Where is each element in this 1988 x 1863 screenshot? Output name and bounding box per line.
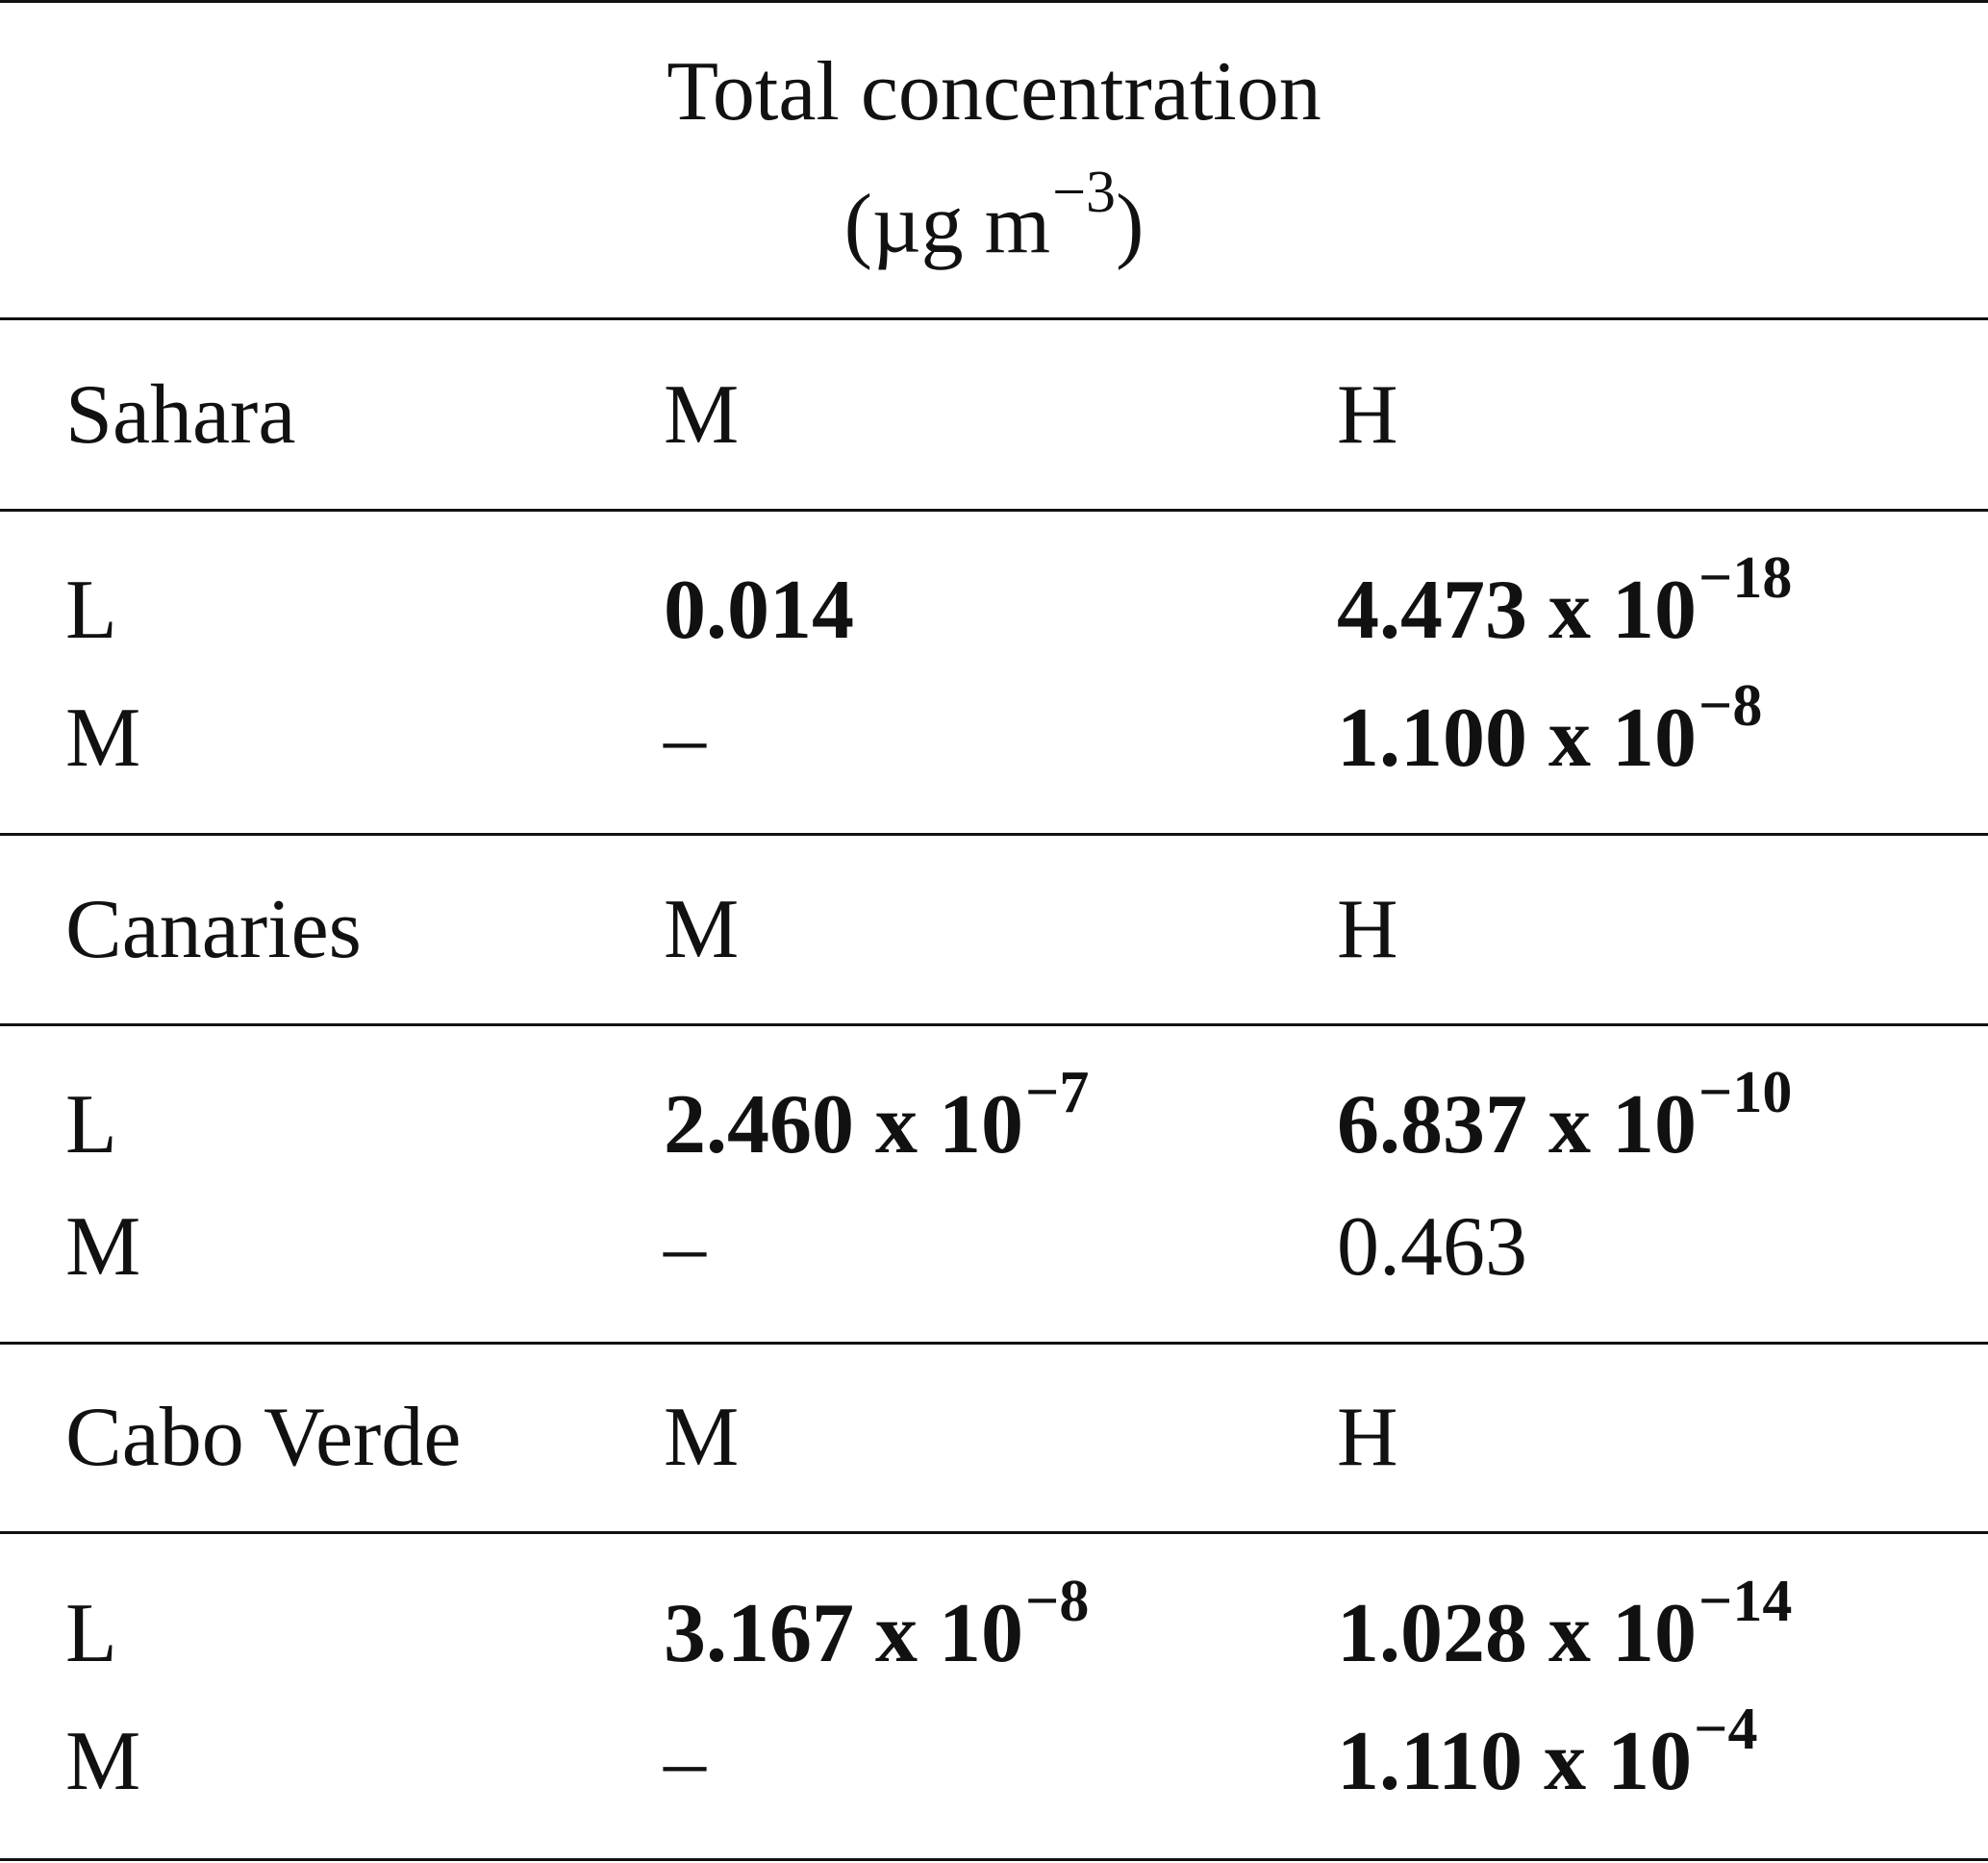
value-exponent: −4: [1694, 1697, 1758, 1762]
column-header-h: H: [1337, 1391, 1398, 1484]
value-cell: 0.463: [1337, 1205, 1527, 1290]
section-divider: [0, 509, 1988, 512]
column-header-m: M: [664, 883, 740, 976]
value-mantissa: 1.028 x 10: [1337, 1587, 1697, 1680]
value-exponent: −7: [1025, 1060, 1090, 1125]
row-label-l: L: [65, 564, 117, 657]
value-mantissa: 6.837 x 10: [1337, 1078, 1697, 1171]
value-mantissa: –: [664, 1715, 706, 1808]
region-label-sahara: Sahara: [65, 368, 296, 462]
row-label-m: M: [65, 1715, 141, 1808]
region-label-canaries: Canaries: [65, 883, 362, 976]
section-divider: [0, 1531, 1988, 1534]
value-cell: 0.014: [664, 568, 854, 653]
value-exponent: −18: [1699, 545, 1793, 611]
section-divider: [0, 1023, 1988, 1026]
row-label-l: L: [65, 1587, 117, 1680]
value-mantissa: 1.100 x 10: [1337, 692, 1697, 785]
value-cell: 1.110 x 10−4: [1337, 1699, 1758, 1804]
value-mantissa: 4.473 x 10: [1337, 564, 1697, 657]
header-bottom-rule: [0, 317, 1988, 320]
value-cell: –: [664, 696, 706, 781]
unit-open: (µg m: [843, 178, 1051, 271]
table-unit: (µg m−3): [0, 163, 1988, 267]
value-cell: 2.460 x 10−7: [664, 1063, 1089, 1168]
row-label-m: M: [65, 692, 141, 785]
value-mantissa: 3.167 x 10: [664, 1587, 1023, 1680]
value-cell: –: [664, 1720, 706, 1804]
value-cell: 1.028 x 10−14: [1337, 1572, 1792, 1676]
value-exponent: −10: [1699, 1060, 1793, 1125]
unit-close: ): [1116, 178, 1145, 271]
value-cell: 3.167 x 10−8: [664, 1572, 1089, 1676]
value-cell: –: [664, 1205, 706, 1290]
value-cell: 1.100 x 10−8: [1337, 676, 1762, 781]
value-mantissa: –: [664, 1200, 706, 1294]
column-header-h: H: [1337, 883, 1398, 976]
value-cell: 6.837 x 10−10: [1337, 1063, 1792, 1168]
region-label-cabo-verde: Cabo Verde: [65, 1391, 462, 1484]
value-exponent: −14: [1699, 1569, 1793, 1634]
value-mantissa: 2.460 x 10: [664, 1078, 1023, 1171]
section-divider: [0, 1342, 1988, 1345]
column-header-m: M: [664, 1391, 740, 1484]
value-mantissa: 0.463: [1337, 1200, 1527, 1294]
row-label-l: L: [65, 1078, 117, 1171]
value-mantissa: 1.110 x 10: [1337, 1715, 1693, 1808]
row-label-m: M: [65, 1200, 141, 1294]
title-text: Total concentration: [667, 45, 1321, 138]
top-rule: [0, 0, 1988, 3]
column-header-h: H: [1337, 368, 1398, 462]
table-title: Total concentration: [0, 50, 1988, 135]
value-exponent: −8: [1699, 673, 1763, 739]
column-header-m: M: [664, 368, 740, 462]
unit-exponent: −3: [1052, 160, 1117, 225]
value-cell: 4.473 x 10−18: [1337, 548, 1792, 653]
value-exponent: −8: [1025, 1569, 1090, 1634]
value-mantissa: –: [664, 692, 706, 785]
bottom-rule: [0, 1858, 1988, 1861]
section-divider: [0, 833, 1988, 836]
value-mantissa: 0.014: [664, 564, 854, 657]
